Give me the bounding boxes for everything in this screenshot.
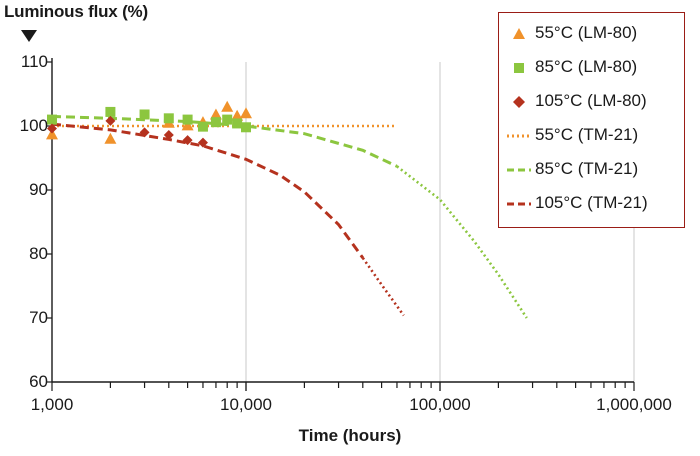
data-point-square: [197, 121, 208, 132]
data-point-square: [222, 114, 233, 125]
legend-label: 85°C (TM-21): [535, 159, 639, 178]
data-point-triangle: [209, 108, 222, 120]
data-point-square: [105, 106, 116, 117]
data-point-square: [182, 114, 193, 125]
dashed-line-icon: [507, 202, 531, 206]
legend-item: 85°C (LM-80): [499, 53, 684, 83]
legend-label: 105°C (TM-21): [535, 193, 648, 212]
data-point-square: [210, 117, 221, 128]
y-tick-label: 80: [29, 244, 48, 263]
square-marker-icon: [514, 63, 524, 73]
series-line: [51, 122, 365, 259]
series-line: [396, 165, 528, 319]
data-point-triangle: [46, 128, 58, 140]
y-tick-label: 60: [29, 372, 48, 391]
x-tick-label: 1,000: [30, 395, 74, 414]
series-line: [361, 257, 405, 317]
legend-label: 105°C (LM-80): [535, 91, 647, 110]
x-tick-label: 10,000: [220, 395, 272, 414]
data-point-triangle: [181, 119, 194, 131]
y-axis-title: Luminous flux (%): [4, 2, 148, 21]
data-point-diamond: [47, 123, 57, 134]
data-point-square: [47, 114, 57, 125]
y-tick-label: 110: [20, 52, 48, 71]
y-tick-label: 100: [19, 116, 48, 135]
y-tick-label: 70: [29, 308, 48, 327]
legend-item: 55°C (TM-21): [499, 121, 684, 151]
diamond-marker-icon: [513, 96, 525, 108]
legend-item: 55°C (LM-80): [499, 19, 684, 49]
data-point-diamond: [182, 135, 193, 146]
dotted-line-icon: [507, 134, 531, 138]
legend-item: 105°C (LM-80): [499, 87, 684, 117]
legend-label: 55°C (LM-80): [535, 23, 638, 42]
legend-item: 105°C (TM-21): [499, 189, 684, 219]
data-point-diamond: [163, 129, 174, 140]
data-point-triangle: [240, 107, 252, 119]
data-point-square: [139, 109, 150, 120]
data-point-square: [163, 113, 174, 124]
triangle-marker-icon: [513, 28, 525, 39]
dashed-line-icon: [507, 168, 531, 172]
data-point-square: [232, 118, 243, 129]
legend-label: 85°C (LM-80): [535, 57, 638, 76]
legend-label: 55°C (TM-21): [535, 125, 639, 144]
data-point-triangle: [221, 100, 234, 112]
x-axis-title: Time (hours): [298, 426, 402, 445]
data-point-diamond: [105, 115, 116, 126]
x-tick-label: 100,000: [409, 395, 471, 414]
data-point-triangle: [104, 132, 117, 144]
data-point-diamond: [197, 137, 208, 148]
x-tick-label: 1,000,000: [596, 395, 672, 414]
y-tick-label: 90: [29, 180, 48, 199]
data-point-diamond: [139, 127, 150, 138]
data-point-square: [241, 122, 251, 133]
legend-item: 85°C (TM-21): [499, 155, 684, 185]
y-axis-arrow-icon: [21, 30, 37, 42]
legend: 55°C (LM-80) 85°C (LM-80) 105°C (LM-80) …: [498, 12, 685, 228]
